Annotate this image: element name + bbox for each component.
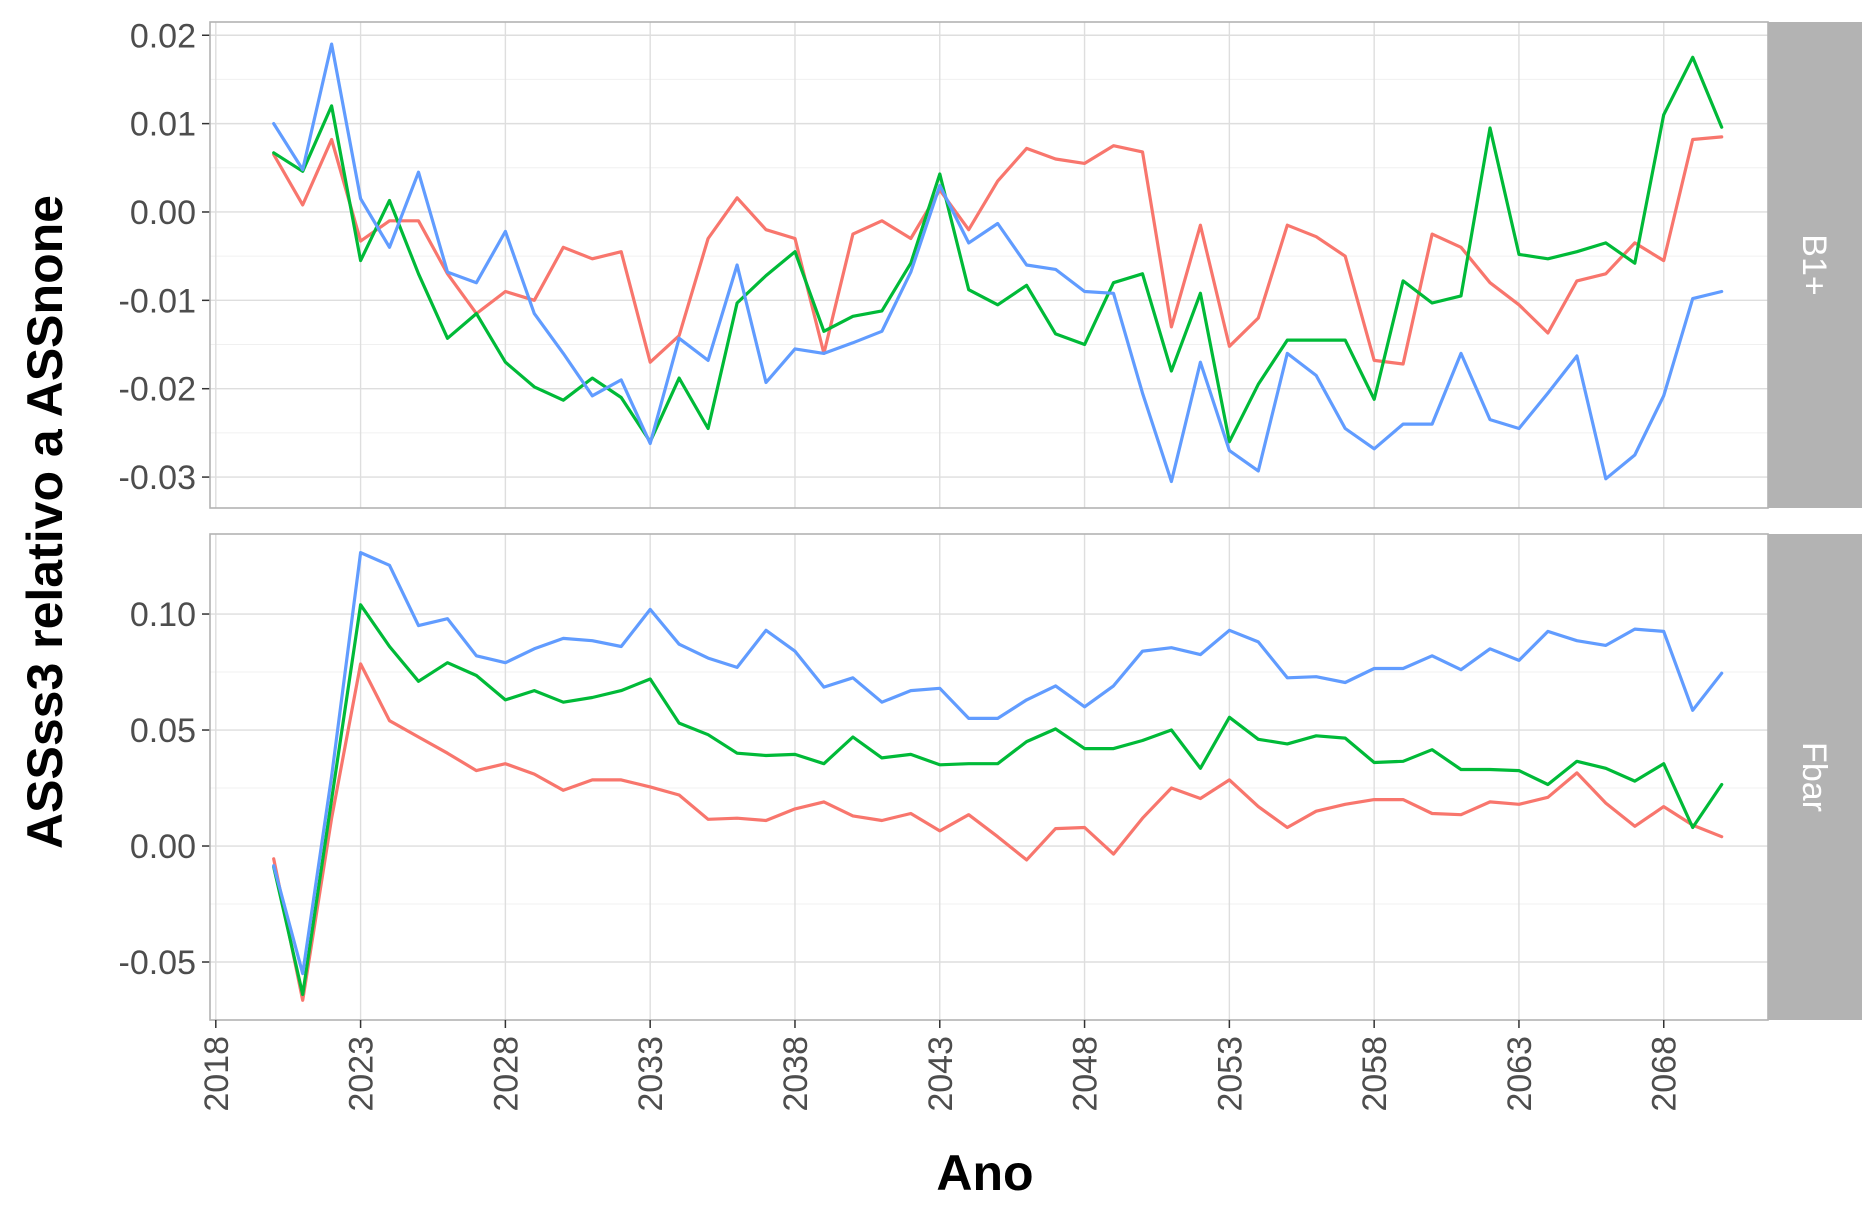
series-line-red [272,662,1724,1002]
y-tick-label: 0.10 [130,596,196,634]
series-line-green [272,55,1724,444]
y-tick-label: 0.01 [130,106,196,144]
x-tick-label: 2043 [922,1036,960,1112]
facet-strip-label: B1+ [1795,234,1833,295]
y-tick-label: -0.03 [119,459,197,497]
y-axis-title: ASSss3 relativo a ASSnone [17,195,73,849]
x-tick-label: 2063 [1501,1036,1539,1112]
x-tick-label: 2023 [343,1036,381,1112]
y-tick-label: -0.01 [119,282,197,320]
series-line-blue [272,550,1724,976]
x-tick-label: 2033 [632,1036,670,1112]
panel-background [210,22,1768,508]
x-tick-label: 2038 [777,1036,815,1112]
series-line-red [272,135,1724,366]
x-axis: 2018 2023 2028 2033 2038 2043 2048 2053 2058 2063… [198,1020,1684,1112]
series-line-blue [272,42,1724,484]
panel-fbar: 0.10 0.05 0.00 -0.05 Fbar [119,533,1862,1021]
x-axis-title: Ano [936,1145,1033,1201]
y-tick-label: 0.05 [130,712,196,750]
x-tick-label: 2053 [1211,1036,1249,1112]
y-tick-label: 0.02 [130,17,196,55]
y-tick-label: -0.02 [119,371,197,409]
x-tick-label: 2048 [1067,1036,1105,1112]
facet-strip-label: Fbar [1795,742,1833,812]
series-line-green [272,603,1724,997]
facet-strip [1768,534,1862,1020]
x-tick-label: 2018 [198,1036,236,1112]
panel-b1plus: 0.02 0.01 0.00 -0.01 -0.02 -0.03 B1+ [119,17,1862,509]
facet-strip [1768,22,1862,508]
x-tick-label: 2068 [1646,1036,1684,1112]
panel-background [210,534,1768,1020]
y-tick-label: -0.05 [119,944,197,982]
y-tick-label: 0.00 [130,828,196,866]
x-tick-label: 2058 [1356,1036,1394,1112]
x-tick-label: 2028 [487,1036,525,1112]
y-tick-label: 0.00 [130,194,196,232]
